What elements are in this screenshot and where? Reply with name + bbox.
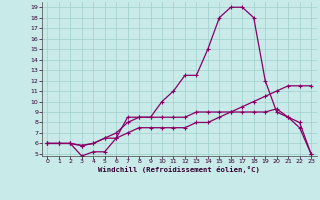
X-axis label: Windchill (Refroidissement éolien,°C): Windchill (Refroidissement éolien,°C): [98, 166, 260, 173]
